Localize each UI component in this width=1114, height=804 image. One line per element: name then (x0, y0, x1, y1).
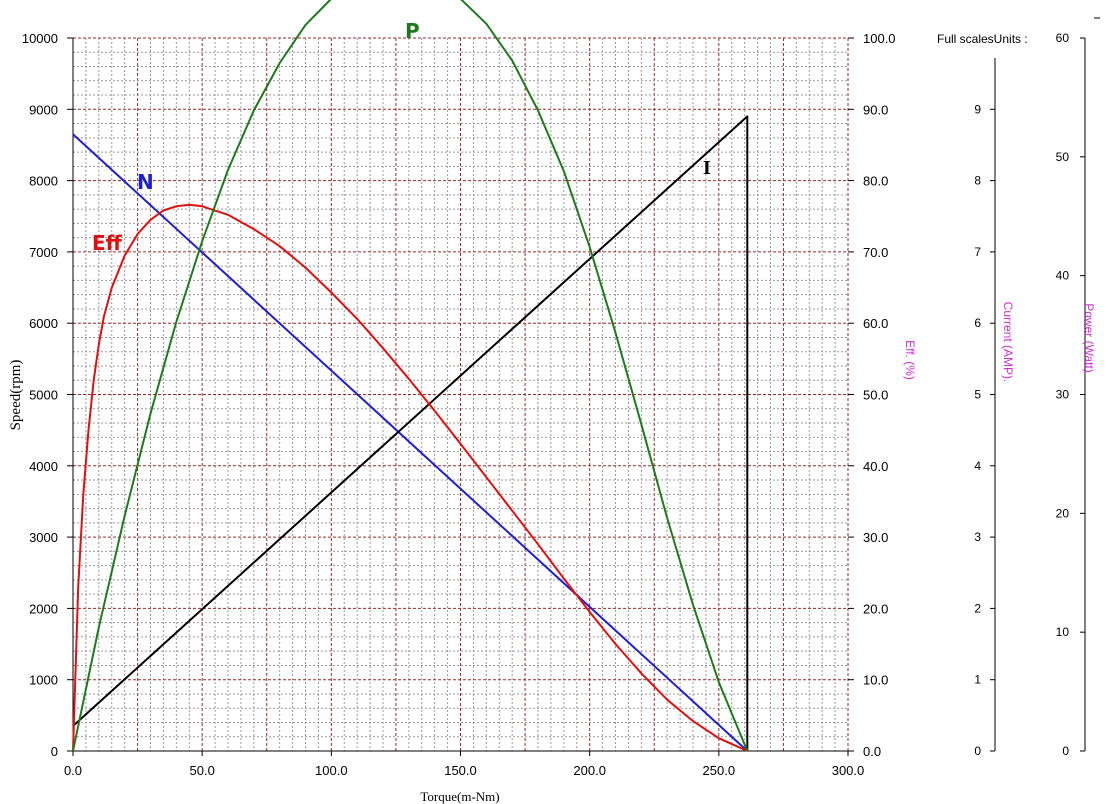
eff-tick-label: 30.0 (863, 530, 888, 545)
power-tick-label: 0 (1062, 744, 1069, 758)
series-label-p: P (405, 19, 420, 43)
eff-tick-label: 70.0 (863, 245, 888, 260)
current-tick-label: 1 (974, 673, 981, 687)
power-tick-label: 50 (1056, 150, 1070, 164)
x-tick-label: 200.0 (573, 763, 606, 778)
eff-axis-title: Eff. (%) (903, 340, 917, 380)
series-line-p (72, 0, 749, 752)
speed-tick-label: 2000 (29, 601, 58, 616)
labels: N I Eff P Full scalesUnits : Torque(m-Nm… (8, 19, 1096, 804)
eff-tick-label: 40.0 (863, 459, 888, 474)
current-tick-label: 5 (974, 388, 981, 402)
current-tick-label: 9 (974, 102, 981, 116)
full-scales-note: Full scalesUnits : (937, 32, 1028, 46)
x-tick-label: 0.0 (64, 763, 82, 778)
eff-tick-label: 50.0 (863, 388, 888, 403)
speed-tick-label: 4000 (29, 459, 58, 474)
power-tick-label: 30 (1056, 388, 1070, 402)
axes: 0.0 50.0 100.0 150.0 200.0 250.0 300.001000200… (22, 17, 1100, 778)
power-tick-label: 40 (1056, 269, 1070, 283)
speed-tick-label: 6000 (29, 316, 58, 331)
current-tick-label: 8 (974, 174, 981, 188)
x-tick-label: 300.0 (832, 763, 865, 778)
series-line-i (72, 115, 749, 751)
series-label-n: N (137, 170, 154, 194)
power-tick-label: 60 (1056, 31, 1070, 45)
speed-axis-title: Speed(rpm) (8, 360, 24, 431)
x-tick-label: 100.0 (315, 763, 348, 778)
current-tick-label: 0 (974, 744, 981, 758)
eff-tick-label: 90.0 (863, 102, 888, 117)
x-axis-title: Torque(m-Nm) (420, 789, 499, 804)
current-tick-label: 2 (974, 601, 981, 615)
current-tick-label: 3 (974, 530, 981, 544)
series-line-eff (72, 203, 748, 752)
eff-tick-label: 0.0 (863, 744, 881, 759)
series-line-n (72, 133, 748, 752)
power-tick-label: 10 (1056, 625, 1070, 639)
speed-tick-label: 0 (51, 744, 58, 759)
eff-tick-label: 60.0 (863, 316, 888, 331)
speed-tick-label: 5000 (29, 388, 58, 403)
x-tick-label: 250.0 (703, 763, 736, 778)
speed-tick-label: 10000 (22, 31, 58, 46)
eff-tick-label: 100.0 (863, 31, 896, 46)
current-tick-label: 6 (974, 316, 981, 330)
grid (73, 37, 849, 751)
series-label-eff: Eff (92, 231, 123, 255)
speed-tick-label: 7000 (29, 245, 58, 260)
x-tick-label: 150.0 (444, 763, 477, 778)
speed-tick-label: 9000 (29, 102, 58, 117)
speed-tick-label: 3000 (29, 530, 58, 545)
eff-tick-label: 10.0 (863, 673, 888, 688)
current-axis-title: Current (AMP). (1001, 302, 1015, 383)
series (72, 0, 749, 752)
current-tick-label: 7 (974, 245, 981, 259)
power-tick-label: 20 (1056, 506, 1070, 520)
current-tick-label: 4 (974, 459, 981, 473)
power-axis-title: Power (Watt) (1082, 303, 1096, 373)
speed-tick-label: 1000 (29, 673, 58, 688)
eff-tick-label: 20.0 (863, 601, 888, 616)
x-tick-label: 50.0 (190, 763, 215, 778)
series-label-i: I (703, 157, 711, 179)
eff-tick-label: 80.0 (863, 174, 888, 189)
speed-tick-label: 8000 (29, 174, 58, 189)
